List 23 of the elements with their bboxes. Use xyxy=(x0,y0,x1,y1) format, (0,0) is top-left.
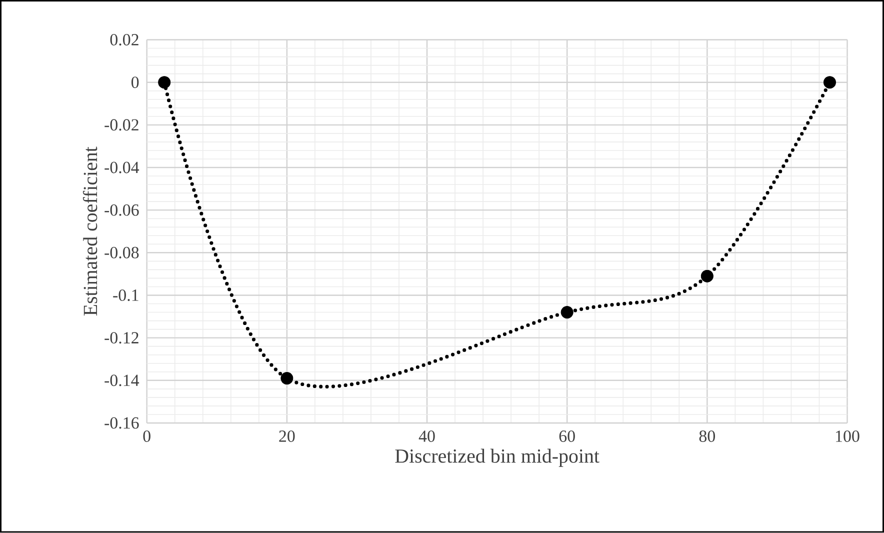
x-tick-label: 80 xyxy=(699,430,715,442)
y-tick-label: -0.1 xyxy=(113,290,138,302)
y-tick-label: -0.08 xyxy=(104,247,139,259)
x-tick-label: 0 xyxy=(143,430,150,442)
x-axis-title: Discretized bin mid-point xyxy=(395,448,600,467)
y-tick-label: 0.02 xyxy=(110,34,138,46)
y-tick-label: -0.16 xyxy=(104,417,139,429)
y-tick-label: -0.04 xyxy=(104,162,140,174)
point xyxy=(560,306,574,319)
x-tick-label: 40 xyxy=(418,430,435,442)
y-tick-label: -0.06 xyxy=(104,204,139,216)
point xyxy=(700,270,714,282)
point xyxy=(823,76,836,89)
point xyxy=(158,76,171,89)
y-axis-title: Estimated coefficient xyxy=(82,146,98,316)
y-tick-label: -0.02 xyxy=(104,119,138,131)
y-tick-label: -0.14 xyxy=(104,374,140,386)
x-tick-label: 60 xyxy=(559,430,575,442)
y-tick-label: 0 xyxy=(131,76,139,88)
y-tick-label: -0.12 xyxy=(104,332,138,344)
point xyxy=(280,372,294,385)
x-tick-label: 20 xyxy=(279,430,295,442)
x-tick-label: 100 xyxy=(836,430,860,442)
